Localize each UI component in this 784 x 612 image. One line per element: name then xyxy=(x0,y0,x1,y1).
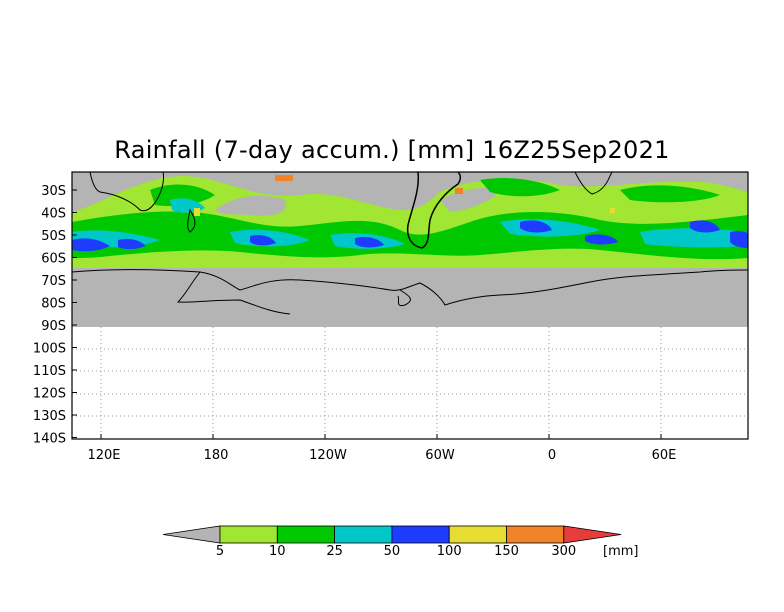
lat-label: 50S xyxy=(41,229,66,244)
legend-swatch xyxy=(391,525,450,544)
legend-swatch xyxy=(276,525,335,544)
legend-unit: [mm] xyxy=(603,544,638,559)
lon-label: 120W xyxy=(309,448,347,463)
legend-label: 5 xyxy=(216,544,224,559)
legend-swatch xyxy=(334,525,393,544)
map-title: Rainfall (7-day accum.) [mm] 16Z25Sep202… xyxy=(114,136,670,164)
legend-label: 50 xyxy=(384,544,401,559)
lat-label: 130S xyxy=(33,409,66,424)
lon-label: 60E xyxy=(652,448,677,463)
latitude-axis: 30S 40S 50S 60S 70S 80S 90S 100S 110S 120S 130S 140… xyxy=(33,184,77,447)
grid-lines xyxy=(72,327,748,439)
lat-label: 60S xyxy=(41,252,66,267)
lon-label: 120E xyxy=(87,448,120,463)
antarctica-coastline xyxy=(71,269,749,306)
legend-label: 100 xyxy=(437,544,462,559)
legend-below-triangle xyxy=(162,525,221,544)
lon-label: 60W xyxy=(425,448,455,463)
legend-label: 150 xyxy=(494,544,519,559)
lat-label: 140S xyxy=(33,432,66,447)
australia-outline xyxy=(89,171,165,212)
rainfall-field xyxy=(72,172,748,268)
south-america-outline xyxy=(406,171,462,249)
lon-label: 180 xyxy=(204,448,229,463)
lat-label: 80S xyxy=(41,297,66,312)
lon-label: 0 xyxy=(548,448,556,463)
antarctica-coastline-2 xyxy=(176,271,291,315)
legend-above-triangle xyxy=(563,525,622,544)
lat-label: 120S xyxy=(33,387,66,402)
map-frame xyxy=(71,171,749,440)
lat-label: 110S xyxy=(33,364,66,379)
africa-outline xyxy=(574,171,613,195)
longitude-axis: 120E 180 120W 60W 0 60E xyxy=(87,434,676,463)
legend-label: 300 xyxy=(551,544,576,559)
peninsula-outline xyxy=(397,289,411,307)
legend-swatch xyxy=(506,525,565,544)
legend-swatch xyxy=(448,525,507,544)
colorbar-legend: 5 10 25 50 100 150 300 [mm] xyxy=(162,525,638,559)
new-zealand-outline xyxy=(187,208,196,233)
legend-label: 10 xyxy=(269,544,286,559)
lat-label: 100S xyxy=(33,342,66,357)
lat-label: 40S xyxy=(41,207,66,222)
legend-label: 25 xyxy=(326,544,343,559)
lat-label: 70S xyxy=(41,274,66,289)
lat-label: 30S xyxy=(41,184,66,199)
lat-label: 90S xyxy=(41,319,66,334)
legend-swatch xyxy=(219,525,278,544)
